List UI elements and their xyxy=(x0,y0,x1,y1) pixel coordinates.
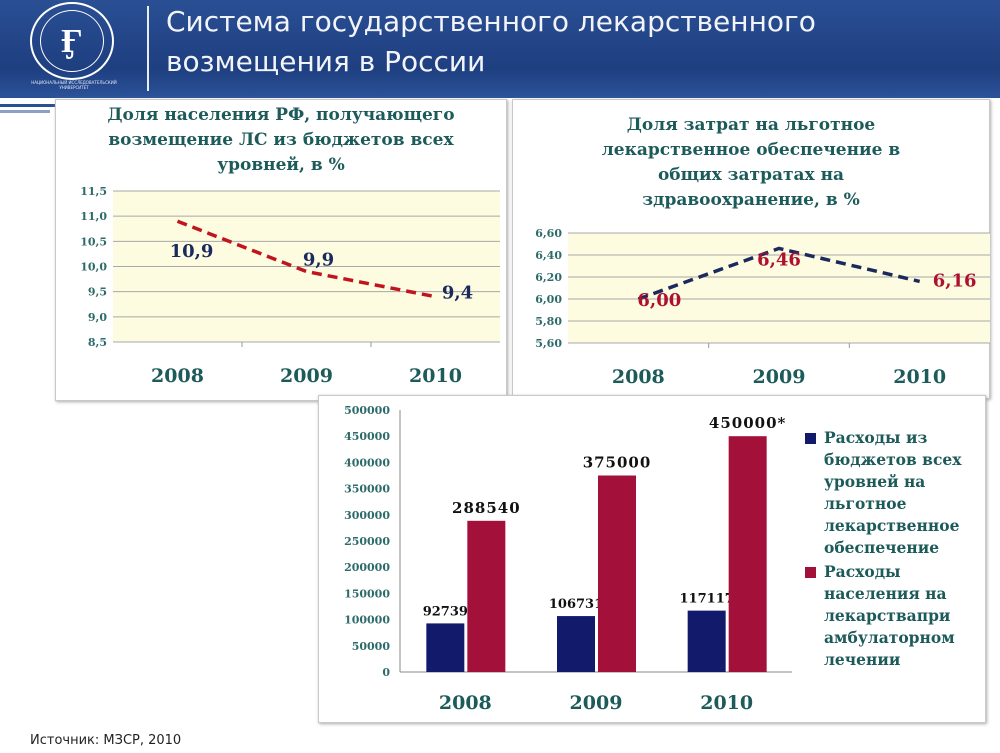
title-line: Доля затрат на льготное xyxy=(626,115,876,135)
chart1-title: Доля населения РФ, получающего возмещени… xyxy=(55,103,507,178)
y-tick-label: 100000 xyxy=(344,614,390,627)
data-label: 6,46 xyxy=(757,249,801,270)
y-tick-label: 6,40 xyxy=(535,249,562,262)
y-tick-label: 150000 xyxy=(344,587,390,600)
slide-title: Система государственного лекарственного … xyxy=(166,2,816,82)
x-tick-label: 2008 xyxy=(439,692,492,714)
y-tick-label: 50000 xyxy=(352,640,391,653)
legend-label: Расходы из бюджетов всех уровней на льго… xyxy=(824,428,962,557)
data-label: 6,00 xyxy=(637,290,681,311)
divider xyxy=(147,6,149,91)
legend-swatch xyxy=(805,567,816,578)
data-line xyxy=(637,246,921,301)
stripe xyxy=(0,104,60,107)
legend-swatch xyxy=(805,433,816,444)
x-tick-label: 2009 xyxy=(570,692,623,714)
y-tick-label: 8,5 xyxy=(88,336,107,349)
y-tick-label: 350000 xyxy=(344,483,390,496)
y-tick-label: 5,80 xyxy=(535,315,562,328)
x-tick-label: 2008 xyxy=(151,365,204,387)
legend-label: Расходы населения на лекарствапри амбула… xyxy=(824,562,955,669)
y-tick-label: 200000 xyxy=(344,561,390,574)
bar xyxy=(557,616,595,672)
legend-item: Расходы из бюджетов всех уровней на льго… xyxy=(805,427,995,559)
chart3-legend: Расходы из бюджетов всех уровней на льго… xyxy=(805,427,995,673)
chart2-title: Доля затрат на льготное лекарственное об… xyxy=(512,113,990,213)
y-tick-label: 250000 xyxy=(344,535,390,548)
y-tick-label: 6,20 xyxy=(535,271,562,284)
y-tick-label: 450000 xyxy=(344,430,390,443)
x-tick-label: 2008 xyxy=(612,366,665,388)
y-tick-label: 300000 xyxy=(344,509,390,522)
x-tick-label: 2009 xyxy=(753,366,806,388)
y-tick-label: 9,5 xyxy=(88,286,107,299)
y-tick-label: 10,0 xyxy=(80,261,107,274)
legend-item: Расходы населения на лекарствапри амбула… xyxy=(805,561,995,671)
x-tick-label: 2009 xyxy=(280,365,333,387)
y-tick-label: 400000 xyxy=(344,456,390,469)
bar xyxy=(728,436,767,672)
data-label: 9,9 xyxy=(303,250,334,271)
bar xyxy=(426,623,465,672)
y-tick-label: 11,5 xyxy=(80,185,107,198)
x-tick-label: 2010 xyxy=(409,365,462,387)
title-line: Доля населения РФ, получающего xyxy=(107,105,455,125)
plot-area xyxy=(568,233,990,343)
y-tick-label: 10,5 xyxy=(80,235,107,248)
slide-header: Ӻ НАЦИОНАЛЬНЫЙ ИССЛЕДОВАТЕЛЬСКИЙ УНИВЕРС… xyxy=(0,0,1000,98)
source-note: Источник: МЗСР, 2010 xyxy=(30,733,182,748)
y-tick-label: 9,0 xyxy=(88,311,107,324)
bar-value-label: 106731 xyxy=(549,597,603,612)
bar xyxy=(467,520,506,672)
title-line: возмещение ЛС из бюджетов всех xyxy=(108,130,454,150)
bar-value-label: 375000 xyxy=(583,454,652,472)
y-tick-label: 6,60 xyxy=(535,227,562,240)
bar xyxy=(598,475,636,672)
bar-value-label: 117117 xyxy=(680,592,734,607)
data-label: 9,4 xyxy=(442,283,473,304)
title-line: лекарственное обеспечение в xyxy=(601,140,901,160)
x-tick-label: 2010 xyxy=(893,366,946,388)
title-line-2: возмещения в России xyxy=(166,45,486,78)
hse-logo: Ӻ xyxy=(30,2,114,80)
y-tick-label: 11,0 xyxy=(80,210,107,223)
data-label: 10,9 xyxy=(170,241,214,262)
bar-value-label: 92739 xyxy=(423,604,468,619)
x-tick-label: 2010 xyxy=(700,692,753,714)
bar-value-label: 450000* xyxy=(709,414,786,432)
y-tick-label: 0 xyxy=(382,666,390,679)
title-line-1: Система государственного лекарственного xyxy=(166,5,816,38)
bar-value-label: 288540 xyxy=(452,499,521,517)
data-label: 6,16 xyxy=(933,270,977,291)
bar xyxy=(687,610,726,672)
data-line xyxy=(176,219,436,299)
stripe xyxy=(0,110,50,113)
y-tick-label: 6,00 xyxy=(535,293,562,306)
y-tick-label: 5,60 xyxy=(535,337,562,350)
title-line: общих затратах на xyxy=(657,165,845,185)
title-line: здравоохранение, в % xyxy=(642,190,860,210)
y-tick-label: 500000 xyxy=(344,404,390,417)
title-line: уровней, в % xyxy=(217,155,345,175)
logo-caption: НАЦИОНАЛЬНЫЙ ИССЛЕДОВАТЕЛЬСКИЙ УНИВЕРСИТ… xyxy=(31,80,117,90)
